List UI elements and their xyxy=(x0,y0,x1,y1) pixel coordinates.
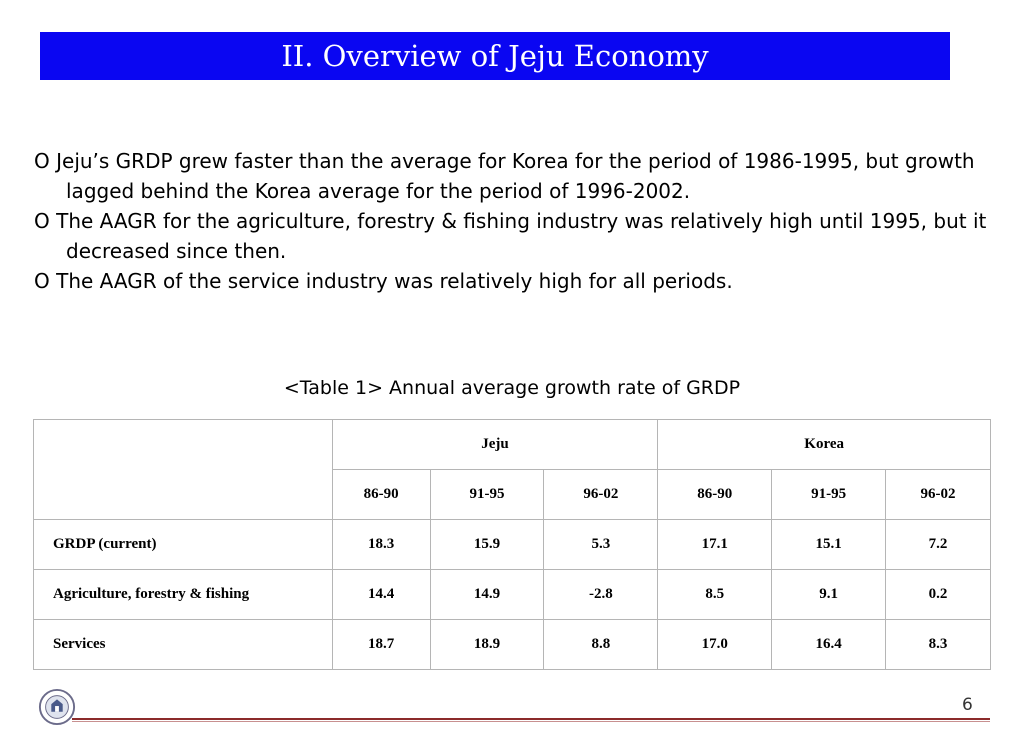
table-period-row: 86-90 91-95 96-02 86-90 91-95 96-02 xyxy=(34,469,991,520)
table-cell: 14.9 xyxy=(429,569,545,620)
footer-divider-thin xyxy=(72,721,990,722)
column-header: 91-95 xyxy=(771,469,887,520)
table-cell: 9.1 xyxy=(771,569,887,620)
row-label: GRDP (current) xyxy=(33,519,333,570)
table-row: Services 18.7 18.9 8.8 17.0 16.4 8.3 xyxy=(33,619,991,670)
bullet-marker: O xyxy=(34,149,50,173)
table-cell: -2.8 xyxy=(543,569,659,620)
table-cell: 7.2 xyxy=(885,519,991,570)
table-cell: 8.3 xyxy=(885,619,991,670)
row-label: Agriculture, forestry & fishing xyxy=(33,569,333,620)
column-header: 96-02 xyxy=(885,469,991,520)
table-cell: 18.7 xyxy=(331,619,431,670)
bullet-item: O Jeju’s GRDP grew faster than the avera… xyxy=(34,146,1009,206)
bullet-item: O The AAGR for the agriculture, forestry… xyxy=(34,206,1009,266)
row-label: Services xyxy=(33,619,333,670)
column-header: 86-90 xyxy=(657,469,773,520)
title-bar: II. Overview of Jeju Economy xyxy=(40,32,950,80)
page-number: 6 xyxy=(962,695,973,715)
bullet-text: The AAGR of the service industry was rel… xyxy=(56,269,733,293)
growth-rate-table: Jeju Korea 86-90 91-95 96-02 86-90 91-95… xyxy=(33,419,991,670)
column-header: 86-90 xyxy=(331,469,431,520)
table-cell: 8.8 xyxy=(543,619,659,670)
table-cell: 5.3 xyxy=(543,519,659,570)
table-cell: 14.4 xyxy=(331,569,431,620)
table-cell: 18.3 xyxy=(331,519,431,570)
table-cell: 18.9 xyxy=(429,619,545,670)
column-header: 91-95 xyxy=(429,469,545,520)
table-cell: 17.0 xyxy=(657,619,773,670)
bullet-marker: O xyxy=(34,269,50,293)
table-header-row: Jeju Korea xyxy=(33,419,991,520)
bullet-marker: O xyxy=(34,209,50,233)
column-header: 96-02 xyxy=(543,469,659,520)
table-cell: 17.1 xyxy=(657,519,773,570)
footer-divider xyxy=(72,718,990,720)
table-cell: 15.1 xyxy=(771,519,887,570)
table-corner-cell xyxy=(33,419,333,520)
bullet-list: O Jeju’s GRDP grew faster than the avera… xyxy=(34,146,1009,296)
table-cell: 15.9 xyxy=(429,519,545,570)
table-caption: <Table 1> Annual average growth rate of … xyxy=(283,377,741,399)
table-cell: 0.2 xyxy=(885,569,991,620)
bullet-text: Jeju’s GRDP grew faster than the average… xyxy=(56,149,975,203)
bullet-text: The AAGR for the agriculture, forestry &… xyxy=(56,209,987,263)
column-group-header: Korea xyxy=(657,419,991,470)
table-cell: 8.5 xyxy=(657,569,773,620)
table-cell: 16.4 xyxy=(771,619,887,670)
table-row: Agriculture, forestry & fishing 14.4 14.… xyxy=(33,569,991,620)
university-seal-icon xyxy=(38,688,76,726)
table-row: GRDP (current) 18.3 15.9 5.3 17.1 15.1 7… xyxy=(33,519,991,570)
page-title: II. Overview of Jeju Economy xyxy=(281,39,709,73)
column-group-header: Jeju xyxy=(331,419,659,470)
bullet-item: O The AAGR of the service industry was r… xyxy=(34,266,1009,296)
